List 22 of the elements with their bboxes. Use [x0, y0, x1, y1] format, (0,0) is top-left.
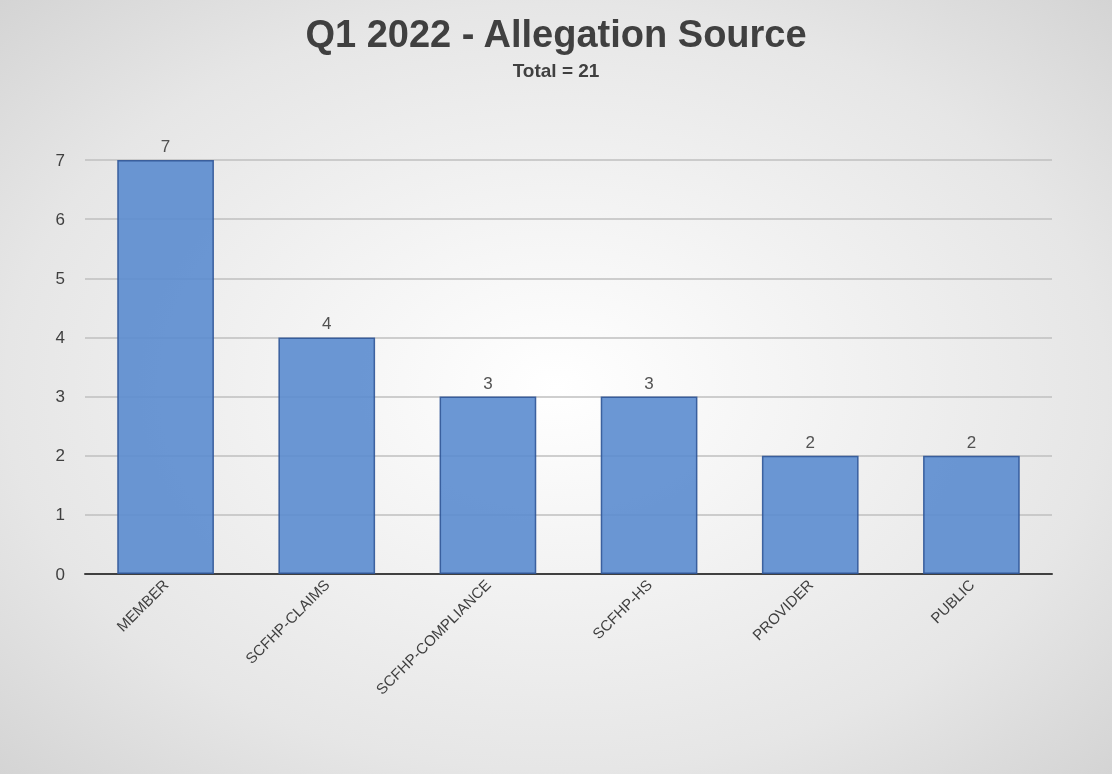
y-tick-label: 7	[55, 150, 65, 170]
y-tick-label: 3	[55, 387, 65, 407]
data-label: 2	[966, 432, 977, 452]
data-label: 4	[322, 314, 332, 334]
data-label: 3	[483, 373, 493, 393]
bar	[923, 455, 1020, 574]
y-tick-label: 5	[55, 268, 65, 288]
data-label: 2	[805, 432, 815, 452]
bar	[600, 396, 698, 574]
bar	[278, 337, 376, 574]
bar	[117, 160, 214, 574]
y-tick-label: 6	[55, 209, 65, 229]
y-tick-label: 1	[55, 505, 65, 525]
data-label: 7	[160, 137, 171, 156]
y-tick-label: 0	[55, 564, 65, 584]
chart-subtitle: Total = 21	[512, 60, 600, 81]
bar	[761, 455, 859, 574]
chart-title: Q1 2022 - Allegation Source	[305, 13, 807, 55]
bar	[439, 396, 537, 574]
y-tick-label: 4	[55, 327, 65, 347]
y-tick-label: 2	[55, 446, 65, 466]
data-label: 3	[644, 373, 654, 393]
